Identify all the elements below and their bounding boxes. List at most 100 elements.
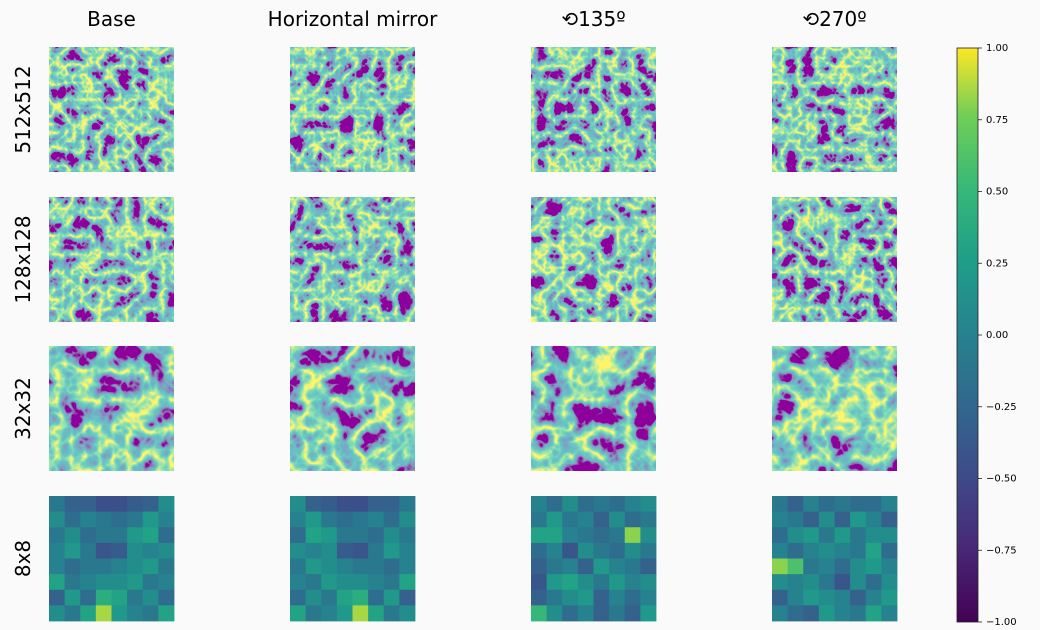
heat-cell <box>850 512 866 528</box>
heat-cell <box>850 543 866 559</box>
texture-image <box>531 197 656 322</box>
heat-cell <box>594 543 610 559</box>
heat-cell <box>531 574 547 590</box>
heat-cell <box>803 512 819 528</box>
heat-cell <box>578 527 594 543</box>
heat-cell <box>65 574 81 590</box>
heat-cell <box>531 590 547 606</box>
texture-panel <box>772 47 897 172</box>
row-title: 32x32 <box>11 377 35 440</box>
column-title: Horizontal mirror <box>268 7 438 31</box>
heat-cell <box>368 543 384 559</box>
heat-cell <box>788 512 804 528</box>
heat-cell <box>594 559 610 575</box>
texture-panel <box>49 47 174 172</box>
heat-cell <box>368 590 384 606</box>
heat-cell <box>625 605 641 621</box>
heat-cell <box>399 605 415 621</box>
heat-cell <box>321 496 337 512</box>
heat-cell <box>143 543 159 559</box>
heat-cell <box>80 590 96 606</box>
colorbar-tick-label: 0.50 <box>986 187 1008 198</box>
heat-cell <box>594 574 610 590</box>
heat-cell <box>353 559 369 575</box>
heat-cell <box>594 496 610 512</box>
row-title: 128x128 <box>11 215 35 303</box>
heat-cell <box>547 543 563 559</box>
row-title: 8x8 <box>11 540 35 577</box>
heat-cell <box>835 605 851 621</box>
heat-cell <box>531 496 547 512</box>
column-title: Base <box>87 7 136 31</box>
heat-cell <box>127 590 143 606</box>
heat-cell <box>788 559 804 575</box>
heat-cell <box>866 590 882 606</box>
heat-cell <box>562 543 578 559</box>
heat-cell <box>80 512 96 528</box>
heat-cell <box>353 590 369 606</box>
heat-cell <box>337 559 353 575</box>
heat-cell <box>803 543 819 559</box>
heat-cell <box>578 559 594 575</box>
heat-cell <box>49 559 65 575</box>
heat-cell <box>547 605 563 621</box>
texture-image <box>290 197 415 322</box>
heat-cell <box>562 527 578 543</box>
heat-cell <box>609 496 625 512</box>
heat-cell <box>321 527 337 543</box>
texture-panel <box>772 346 897 471</box>
heat-cell <box>337 527 353 543</box>
heat-cell <box>353 605 369 621</box>
heat-cell <box>353 512 369 528</box>
heat-cell <box>65 527 81 543</box>
heat-cell <box>399 496 415 512</box>
heat-cell <box>640 559 656 575</box>
heat-cell <box>80 605 96 621</box>
heat-cell <box>65 496 81 512</box>
heat-cell <box>127 496 143 512</box>
heat-cell <box>547 574 563 590</box>
heat-cell <box>772 527 788 543</box>
heat-cell <box>290 559 306 575</box>
heat-cell <box>562 590 578 606</box>
heat-cell <box>850 527 866 543</box>
heat-cell <box>384 559 400 575</box>
heat-cell <box>866 605 882 621</box>
heat-cell <box>803 605 819 621</box>
heat-cell <box>384 543 400 559</box>
heat-cell <box>531 527 547 543</box>
heat-cell <box>788 527 804 543</box>
heat-cell <box>321 559 337 575</box>
heat-cell <box>819 527 835 543</box>
heat-cell <box>547 559 563 575</box>
heat-cell <box>578 512 594 528</box>
heat-cell <box>788 590 804 606</box>
texture-image <box>531 47 656 172</box>
heat-cell <box>321 512 337 528</box>
heat-cell <box>384 512 400 528</box>
colorbar-tick-label: −0.25 <box>986 402 1017 413</box>
heat-cell <box>866 543 882 559</box>
heat-cell <box>290 605 306 621</box>
heat-cell <box>803 496 819 512</box>
heat-cell <box>143 605 159 621</box>
heat-cell <box>788 605 804 621</box>
column-title: ⟲135º <box>561 7 625 31</box>
heat-cell <box>547 527 563 543</box>
heat-cell <box>112 559 128 575</box>
heat-cell <box>290 574 306 590</box>
heat-cell <box>609 605 625 621</box>
heat-cell <box>835 512 851 528</box>
heat-cell <box>306 559 322 575</box>
heat-cell <box>578 543 594 559</box>
heat-cell <box>562 559 578 575</box>
heat-cell <box>835 527 851 543</box>
heat-cell <box>321 590 337 606</box>
heat-cell <box>772 590 788 606</box>
heat-cell <box>881 605 897 621</box>
heat-cell <box>368 559 384 575</box>
heat-cell <box>819 543 835 559</box>
heat-cell <box>866 559 882 575</box>
texture-image <box>772 346 897 471</box>
heat-cell <box>158 574 174 590</box>
